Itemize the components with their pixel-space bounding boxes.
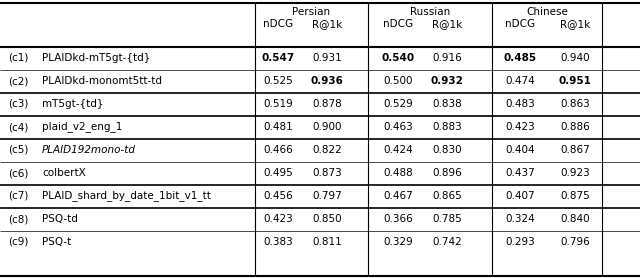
Text: 0.329: 0.329 <box>383 237 413 247</box>
Text: 0.900: 0.900 <box>312 122 342 132</box>
Text: 0.467: 0.467 <box>383 191 413 201</box>
Text: 0.878: 0.878 <box>312 99 342 109</box>
Text: 0.822: 0.822 <box>312 145 342 155</box>
Text: Russian: Russian <box>410 7 450 17</box>
Text: 0.474: 0.474 <box>505 76 535 86</box>
Text: 0.840: 0.840 <box>560 214 590 224</box>
Text: 0.850: 0.850 <box>312 214 342 224</box>
Text: 0.423: 0.423 <box>263 214 293 224</box>
Text: 0.916: 0.916 <box>432 53 462 63</box>
Text: 0.873: 0.873 <box>312 168 342 178</box>
Text: 0.540: 0.540 <box>381 53 415 63</box>
Text: 0.293: 0.293 <box>505 237 535 247</box>
Text: 0.865: 0.865 <box>432 191 462 201</box>
Text: 0.547: 0.547 <box>261 53 294 63</box>
Text: 0.463: 0.463 <box>383 122 413 132</box>
Text: R@1k: R@1k <box>560 19 590 29</box>
Text: (c2): (c2) <box>8 76 28 86</box>
Text: 0.951: 0.951 <box>559 76 591 86</box>
Text: 0.519: 0.519 <box>263 99 293 109</box>
Text: (c7): (c7) <box>8 191 28 201</box>
Text: 0.495: 0.495 <box>263 168 293 178</box>
Text: 0.936: 0.936 <box>310 76 344 86</box>
Text: 0.830: 0.830 <box>432 145 462 155</box>
Text: 0.366: 0.366 <box>383 214 413 224</box>
Text: nDCG: nDCG <box>505 19 535 29</box>
Text: (c3): (c3) <box>8 99 28 109</box>
Text: nDCG: nDCG <box>383 19 413 29</box>
Text: Chinese: Chinese <box>526 7 568 17</box>
Text: 0.940: 0.940 <box>560 53 590 63</box>
Text: PSQ-td: PSQ-td <box>42 214 78 224</box>
Text: mT5gt-{td}: mT5gt-{td} <box>42 99 104 109</box>
Text: 0.500: 0.500 <box>383 76 413 86</box>
Text: (c6): (c6) <box>8 168 28 178</box>
Text: 0.796: 0.796 <box>560 237 590 247</box>
Text: 0.485: 0.485 <box>504 53 536 63</box>
Text: 0.931: 0.931 <box>312 53 342 63</box>
Text: (c4): (c4) <box>8 122 28 132</box>
Text: colbertX: colbertX <box>42 168 86 178</box>
Text: 0.488: 0.488 <box>383 168 413 178</box>
Text: PLAIDkd-monomt5tt-td: PLAIDkd-monomt5tt-td <box>42 76 162 86</box>
Text: 0.896: 0.896 <box>432 168 462 178</box>
Text: 0.811: 0.811 <box>312 237 342 247</box>
Text: 0.424: 0.424 <box>383 145 413 155</box>
Text: 0.456: 0.456 <box>263 191 293 201</box>
Text: R@1k: R@1k <box>432 19 462 29</box>
Text: 0.481: 0.481 <box>263 122 293 132</box>
Text: 0.883: 0.883 <box>432 122 462 132</box>
Text: PSQ-t: PSQ-t <box>42 237 71 247</box>
Text: 0.383: 0.383 <box>263 237 293 247</box>
Text: (c1): (c1) <box>8 53 28 63</box>
Text: 0.785: 0.785 <box>432 214 462 224</box>
Text: Persian: Persian <box>292 7 331 17</box>
Text: 0.797: 0.797 <box>312 191 342 201</box>
Text: 0.483: 0.483 <box>505 99 535 109</box>
Text: 0.404: 0.404 <box>505 145 535 155</box>
Text: 0.863: 0.863 <box>560 99 590 109</box>
Text: R@1k: R@1k <box>312 19 342 29</box>
Text: PLAID192mono-td: PLAID192mono-td <box>42 145 136 155</box>
Text: 0.525: 0.525 <box>263 76 293 86</box>
Text: 0.867: 0.867 <box>560 145 590 155</box>
Text: 0.932: 0.932 <box>431 76 463 86</box>
Text: 0.437: 0.437 <box>505 168 535 178</box>
Text: 0.886: 0.886 <box>560 122 590 132</box>
Text: 0.466: 0.466 <box>263 145 293 155</box>
Text: plaid_v2_eng_1: plaid_v2_eng_1 <box>42 121 122 132</box>
Text: 0.529: 0.529 <box>383 99 413 109</box>
Text: (c5): (c5) <box>8 145 28 155</box>
Text: (c9): (c9) <box>8 237 28 247</box>
Text: 0.407: 0.407 <box>505 191 535 201</box>
Text: 0.875: 0.875 <box>560 191 590 201</box>
Text: 0.742: 0.742 <box>432 237 462 247</box>
Text: nDCG: nDCG <box>263 19 293 29</box>
Text: PLAIDkd-mT5gt-{td}: PLAIDkd-mT5gt-{td} <box>42 53 150 63</box>
Text: 0.423: 0.423 <box>505 122 535 132</box>
Text: 0.324: 0.324 <box>505 214 535 224</box>
Text: 0.923: 0.923 <box>560 168 590 178</box>
Text: 0.838: 0.838 <box>432 99 462 109</box>
Text: (c8): (c8) <box>8 214 28 224</box>
Text: PLAID_shard_by_date_1bit_v1_tt: PLAID_shard_by_date_1bit_v1_tt <box>42 190 211 202</box>
